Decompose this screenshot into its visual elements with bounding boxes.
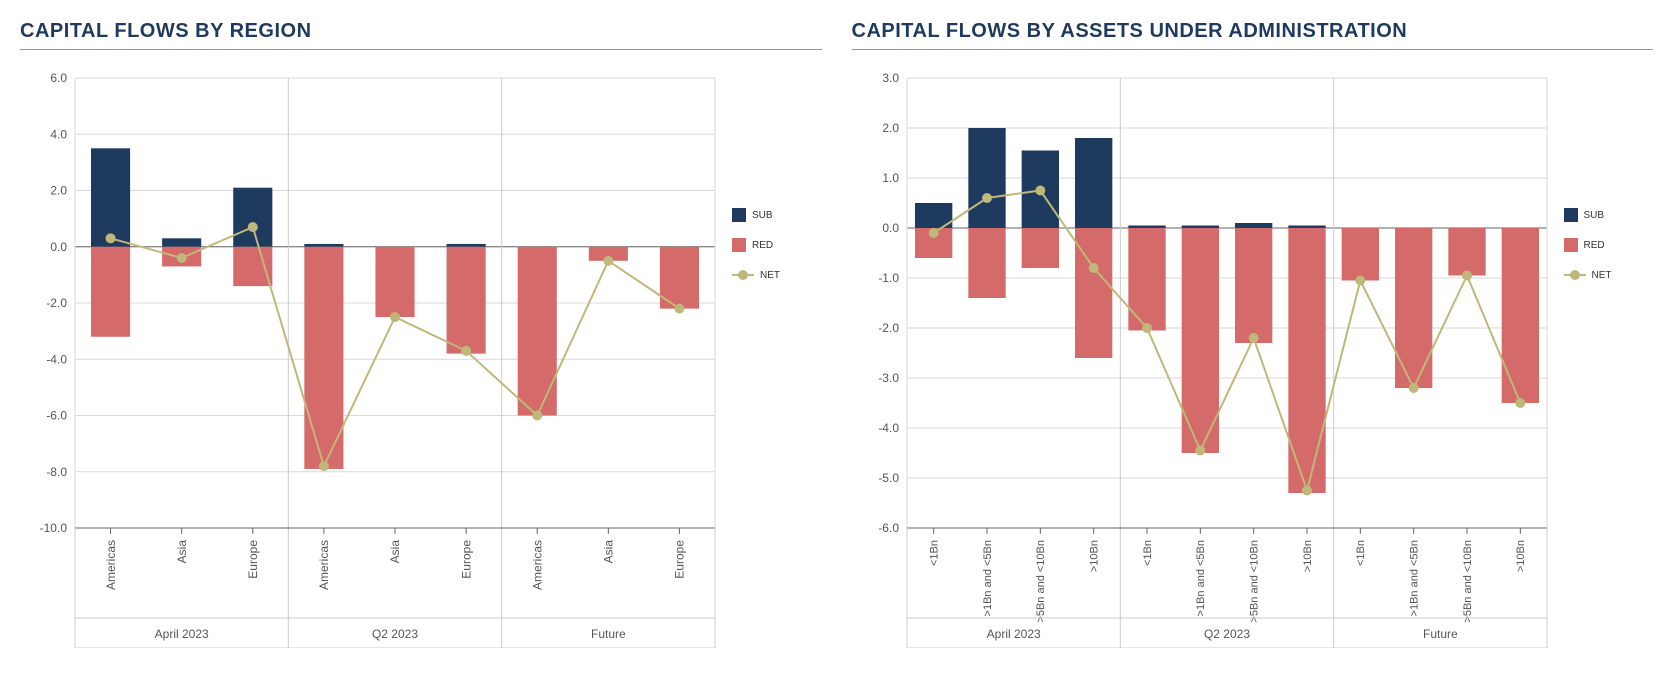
svg-text:Americas: Americas (530, 540, 544, 590)
legend-label-red: RED (752, 240, 773, 251)
svg-text:>5Bn and <10Bn: >5Bn and <10Bn (1248, 540, 1260, 623)
svg-text:3.0: 3.0 (882, 71, 899, 85)
panel-region: CAPITAL FLOWS BY REGION -10.0 -8.0 -6.0 -4.… (20, 20, 822, 648)
svg-text:-10.0: -10.0 (40, 521, 68, 535)
legend-swatch-sub-2 (1564, 208, 1578, 222)
svg-text:Europe: Europe (459, 540, 473, 579)
legend-item-red: RED (732, 238, 780, 252)
svg-text:Asia: Asia (175, 540, 189, 564)
legend-item-net-2: NET (1564, 268, 1612, 282)
panel-title-region: CAPITAL FLOWS BY REGION (20, 20, 822, 50)
svg-text:>10Bn: >10Bn (1301, 540, 1313, 572)
svg-text:>1Bn and <5Bn: >1Bn and <5Bn (1195, 540, 1207, 616)
svg-text:-5.0: -5.0 (878, 471, 899, 485)
svg-text:-1.0: -1.0 (878, 271, 899, 285)
legend-aua: SUB RED NET (1564, 208, 1612, 298)
svg-text:April 2023: April 2023 (986, 627, 1040, 641)
legend-item-sub: SUB (732, 208, 780, 222)
svg-text:-6.0: -6.0 (878, 521, 899, 535)
svg-text:-8.0: -8.0 (46, 465, 67, 479)
svg-text:Europe: Europe (246, 540, 260, 579)
panel-aua: CAPITAL FLOWS BY ASSETS UNDER ADMINISTRA… (852, 20, 1654, 648)
legend-label-sub-2: SUB (1584, 210, 1605, 221)
svg-text:Asia: Asia (388, 540, 402, 564)
svg-text:Asia: Asia (602, 540, 616, 564)
legend-label-net: NET (760, 270, 780, 281)
legend-marker-net-2 (1564, 268, 1586, 282)
svg-text:2.0: 2.0 (882, 121, 899, 135)
svg-text:<1Bn: <1Bn (928, 540, 940, 566)
svg-text:Europe: Europe (673, 540, 687, 579)
legend-item-red-2: RED (1564, 238, 1612, 252)
svg-text:Americas: Americas (104, 540, 118, 590)
legend-swatch-sub (732, 208, 746, 222)
svg-text:4.0: 4.0 (50, 127, 67, 141)
svg-text:>5Bn and <10Bn: >5Bn and <10Bn (1461, 540, 1473, 623)
legend-swatch-red-2 (1564, 238, 1578, 252)
legend-item-sub-2: SUB (1564, 208, 1612, 222)
svg-text:0.0: 0.0 (50, 240, 67, 254)
svg-text:Q2 2023: Q2 2023 (372, 627, 418, 641)
svg-text:>5Bn and <10Bn: >5Bn and <10Bn (1035, 540, 1047, 623)
legend-label-sub: SUB (752, 210, 773, 221)
svg-text:Future: Future (591, 627, 626, 641)
svg-text:Q2 2023: Q2 2023 (1203, 627, 1249, 641)
svg-text:Future: Future (1422, 627, 1457, 641)
svg-text:>1Bn and <5Bn: >1Bn and <5Bn (981, 540, 993, 616)
svg-text:>10Bn: >10Bn (1088, 540, 1100, 572)
svg-text:1.0: 1.0 (882, 171, 899, 185)
svg-text:>10Bn: >10Bn (1515, 540, 1527, 572)
legend-label-net-2: NET (1592, 270, 1612, 281)
legend-marker-net (732, 268, 754, 282)
svg-text:>1Bn and <5Bn: >1Bn and <5Bn (1408, 540, 1420, 616)
chart-region: -10.0 -8.0 -6.0 -4.0 -2.0 0.0 2.0 4.0 6.0 America… (20, 68, 720, 648)
panel-title-aua: CAPITAL FLOWS BY ASSETS UNDER ADMINISTRA… (852, 20, 1654, 50)
svg-text:2.0: 2.0 (50, 184, 67, 198)
svg-text:<1Bn: <1Bn (1355, 540, 1367, 566)
svg-text:-3.0: -3.0 (878, 371, 899, 385)
svg-text:-2.0: -2.0 (878, 321, 899, 335)
legend-swatch-red (732, 238, 746, 252)
svg-text:<1Bn: <1Bn (1141, 540, 1153, 566)
svg-text:-4.0: -4.0 (46, 352, 67, 366)
svg-text:-4.0: -4.0 (878, 421, 899, 435)
svg-text:April 2023: April 2023 (155, 627, 209, 641)
legend-item-net: NET (732, 268, 780, 282)
legend-label-red-2: RED (1584, 240, 1605, 251)
chart-aua: -6.0 -5.0 -4.0 -3.0 -2.0 -1.0 0.0 1.0 2.0 3.0 <1Bn… (852, 68, 1552, 648)
svg-text:-6.0: -6.0 (46, 409, 67, 423)
legend-region: SUB RED NET (732, 208, 780, 298)
svg-text:0.0: 0.0 (882, 221, 899, 235)
svg-text:6.0: 6.0 (50, 71, 67, 85)
svg-text:Americas: Americas (317, 540, 331, 590)
svg-text:-2.0: -2.0 (46, 296, 67, 310)
